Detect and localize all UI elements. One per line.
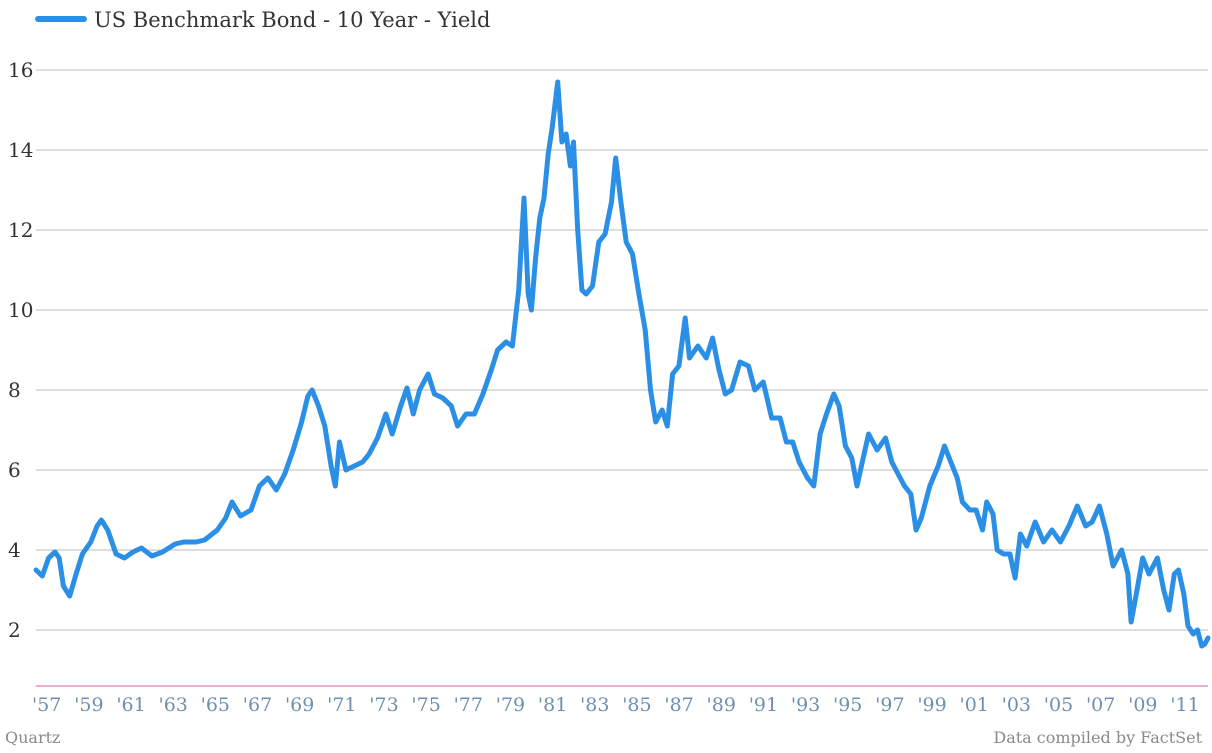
y-tick-label: 14	[8, 138, 33, 162]
x-tick-label: '69	[285, 694, 314, 716]
source-credit: Quartz	[5, 728, 60, 747]
x-tick-label: '57	[32, 694, 61, 716]
x-tick-label: '83	[580, 694, 609, 716]
x-tick-label: '63	[158, 694, 187, 716]
y-tick-labels: 2 4 6 8 10 12 14 16	[8, 58, 33, 642]
x-tick-label: '91	[749, 694, 778, 716]
y-tick-label: 10	[8, 298, 33, 322]
x-tick-label: '79	[496, 694, 525, 716]
x-tick-label: '93	[791, 694, 820, 716]
legend-label: US Benchmark Bond - 10 Year - Yield	[94, 8, 490, 32]
x-tick-label: '07	[1086, 694, 1115, 716]
x-tick-label: '05	[1044, 694, 1073, 716]
x-tick-label: '75	[411, 694, 440, 716]
data-credit: Data compiled by FactSet	[993, 728, 1202, 747]
x-tick-label: '67	[243, 694, 272, 716]
x-tick-label: '89	[707, 694, 736, 716]
x-tick-label: '65	[201, 694, 230, 716]
x-tick-label: '03	[1002, 694, 1031, 716]
x-tick-label: '73	[369, 694, 398, 716]
y-tick-label: 2	[8, 618, 21, 642]
x-tick-label: '81	[538, 694, 567, 716]
y-gridlines	[36, 69, 1208, 631]
x-tick-label: '87	[664, 694, 693, 716]
x-tick-labels: '57 '59 '61 '63 '65 '67 '69 '71 '73 '75 '77 '79 '81 '…	[32, 694, 1200, 716]
y-tick-label: 16	[8, 58, 33, 82]
y-tick-label: 6	[8, 458, 21, 482]
yield-series-line	[33, 79, 1211, 649]
x-tick-label: '85	[622, 694, 651, 716]
x-tick-label: '01	[959, 694, 988, 716]
x-tick-label: '59	[74, 694, 103, 716]
y-tick-label: 8	[8, 378, 21, 402]
x-tick-label: '99	[917, 694, 946, 716]
y-tick-label: 12	[8, 218, 33, 242]
x-tick-label: '97	[875, 694, 904, 716]
x-tick-label: '11	[1170, 694, 1199, 716]
x-tick-label: '61	[116, 694, 145, 716]
x-tick-label: '95	[833, 694, 862, 716]
x-tick-label: '77	[454, 694, 483, 716]
x-tick-label: '71	[327, 694, 356, 716]
x-tick-label: '09	[1128, 694, 1157, 716]
y-tick-label: 4	[8, 538, 21, 562]
chart-legend: US Benchmark Bond - 10 Year - Yield	[35, 8, 490, 32]
